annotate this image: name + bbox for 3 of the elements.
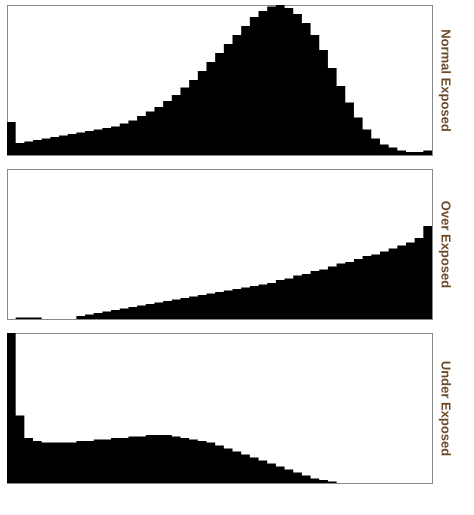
- y-axis-title: Over Exposed: [438, 200, 454, 288]
- y-axis-title: Under Exposed: [438, 360, 454, 456]
- y-axis-title: Normal Exposed: [438, 29, 454, 132]
